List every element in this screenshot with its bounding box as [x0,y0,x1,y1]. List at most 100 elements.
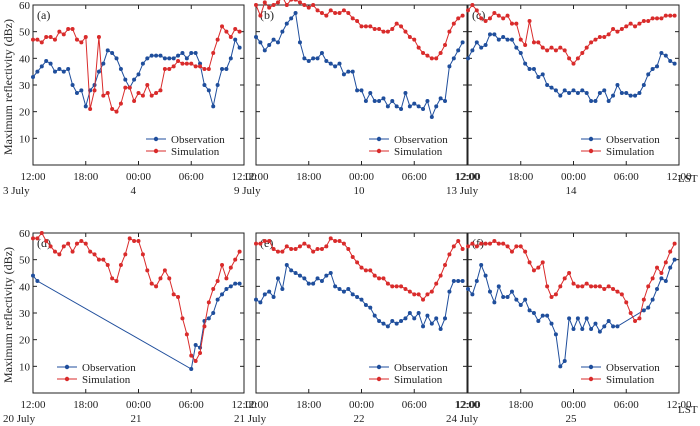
panel-c-simulation-point [496,13,501,18]
panel-c-simulation-point [523,43,528,47]
panel-e-simulation-point [333,239,338,243]
panel-b-observation-point [293,11,298,15]
panel-e-simulation-point [271,247,276,251]
panel-d-simulation-point [110,276,115,281]
panel-b-observation-point [451,56,456,61]
panel-d-simulation-line [33,232,241,362]
panel-a-simulation-point [228,35,233,39]
panel-e-observation-point [434,316,439,321]
panel-f-observation-point [575,316,580,321]
panel-b-observation-point [333,64,338,69]
panel-b-observation-point [407,104,412,109]
panel-b-simulation-point [394,21,399,26]
panel-c-observation-point [663,53,668,58]
panel-f-legend-observation-marker [588,364,594,370]
panel-c-observation-point [518,51,523,55]
panel-d-simulation-point [158,276,163,281]
panel-b-observation-point [447,64,452,69]
panel-d-simulation-point [74,241,79,246]
panel-b-simulation-point [306,5,311,10]
panel-a-simulation-point [154,91,159,95]
panel-c-simulation-point [624,24,629,29]
panel-b-simulation-point [363,24,368,29]
panel-a-observation-point [57,67,62,71]
panel-f-observation-point [584,316,589,321]
panel-f-simulation-point [606,284,611,289]
panel-b-simulation-point [315,8,320,13]
panel-f-observation-point [466,287,470,291]
panel-a-observation-point [132,77,137,82]
panel-a-observation-point [149,53,154,58]
panel-f-observation-point [659,276,664,281]
panel-c-x-tick-label: 12:00 [666,171,692,183]
panel-b-simulation-line [255,0,463,59]
panel-f-simulation-point [549,295,554,299]
panel-c-simulation-point [518,37,523,42]
panel-c-simulation-point [527,19,532,23]
panel-b-simulation-point [381,29,386,34]
panel-a-legend-observation-label: Observation [171,134,225,146]
panel-a-observation-point [154,53,159,58]
panel-f-observation-line [467,259,676,368]
panel-b-simulation-point [421,51,426,55]
panel-f-observation-point [597,329,602,334]
panel-d-simulation-point [215,279,220,283]
panel-e-simulation-point [416,292,421,297]
panel-c-simulation-point [619,27,624,31]
panel-a-y-tick-label: 20 [19,107,31,119]
panel-a-simulation-point [105,91,110,95]
panel-d-simulation-point [66,241,71,246]
panel-e-observation-point [350,292,355,297]
panel-e-simulation-point [456,239,461,243]
panel-d-simulation-point [61,244,66,249]
panel-f-simulation-point [518,244,523,249]
panel-e-observation-point [456,279,461,283]
panel-c-observation-point [470,48,475,53]
panel-d-simulation-point [48,244,53,249]
panel-c-observation-point [479,45,484,50]
panel-f-simulation-point [637,316,642,321]
panel-f-observation-point [492,300,497,305]
panel-a-simulation-point [79,40,84,45]
panel-d-legend-observation-label: Observation [82,362,136,374]
panel-b-simulation-point [337,11,342,15]
panel-e-observation-point [451,279,456,283]
panel-b-simulation-point [289,0,294,2]
panel-f-observation-point [518,303,523,307]
panel-a-observation-point [237,45,242,50]
panel-f-date-start: 24 July [446,413,479,425]
panel-a-observation-point [70,83,75,87]
panel-a-x-tick-label: 12:00 [231,171,257,183]
panel-f-observation-point [487,289,492,294]
panel-a-observation-point [189,51,194,55]
panel-b-x-tick-label: 06:00 [402,171,428,183]
panel-f-observation-point [470,292,475,297]
panel-f-simulation-point [575,284,580,289]
panel-c-observation-point [531,67,536,71]
panel-b-observation-point [297,40,302,45]
panel-c-observation-point [523,61,528,66]
panel-b-simulation-point [284,3,289,7]
panel-f-observation-point [663,279,668,283]
panel-a-y-tick-label: 50 [19,27,31,39]
panel-f-simulation-point [505,244,510,249]
panel-e-observation-point [284,263,289,267]
panel-a-legend-simulation-marker [153,148,159,154]
panel-a-simulation-point [224,29,229,34]
panel-a-simulation-point [118,101,123,106]
panel-e-observation-point [385,324,390,329]
panel-a-simulation-point [237,29,242,34]
panel-e-observation-point [346,287,351,291]
x-unit-label-top: LST [678,173,698,185]
panel-a: (a) 10 20 30 40 50 60 12:00 18:00 00:00 06:00 12:00… [3,0,257,197]
panel-b-observation-point [341,72,346,77]
panel-f-simulation-point [562,276,567,281]
panel-f-simulation-point [602,287,607,291]
panel-b-observation-point [394,104,399,109]
panel-e-simulation-point [421,297,426,302]
panel-d-simulation-point [136,239,141,243]
panel-b-simulation-point [372,27,377,31]
panel-f-simulation-point [523,249,528,254]
panel-e-observation-point [403,316,408,321]
panel-d-simulation-point [193,359,198,363]
